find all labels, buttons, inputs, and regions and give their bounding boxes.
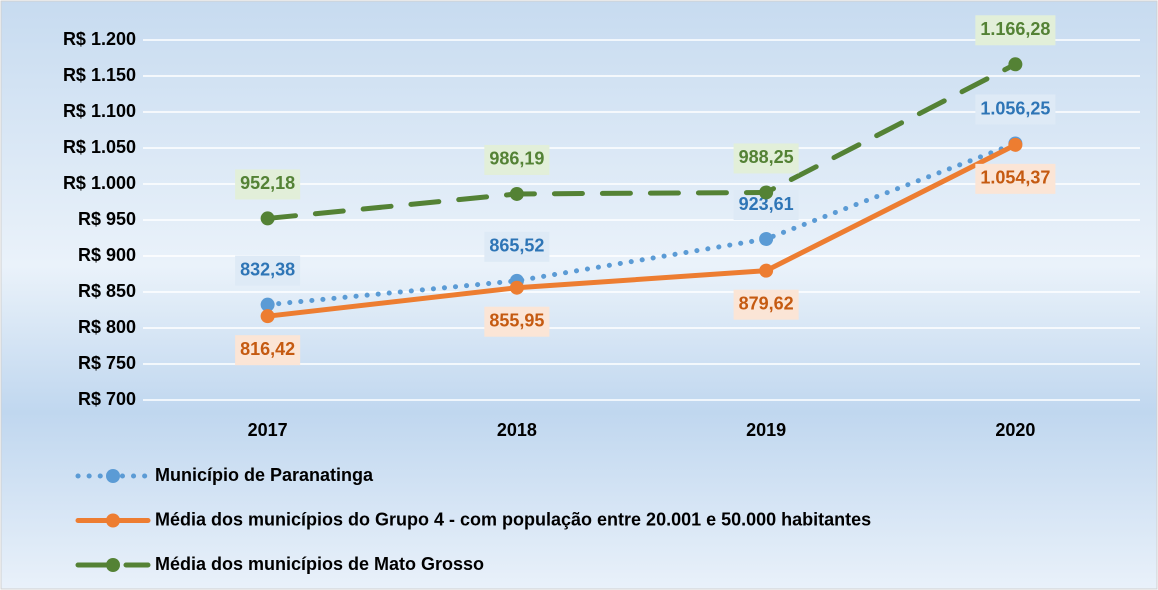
point [509,186,524,201]
data-label: 832,38 [240,259,295,279]
data-label: 923,61 [739,194,794,214]
y-tick-label: R$ 800 [78,317,136,337]
x-tick-label: 2019 [746,420,786,440]
series-line [265,61,1018,221]
point [260,297,275,312]
point [1008,57,1023,72]
point [260,309,275,324]
x-tick-label: 2018 [497,420,537,440]
point [759,263,774,278]
y-tick-label: R$ 850 [78,281,136,301]
data-label: 1.054,37 [980,168,1050,188]
y-tick-label: R$ 1.200 [63,29,136,49]
point [759,232,774,247]
legend-label: Município de Paranatinga [155,465,374,485]
data-label-bg [235,335,301,366]
data-label: 952,18 [240,173,295,193]
legend-marker [106,558,120,572]
y-tick-label: R$ 1.050 [63,137,136,157]
data-label: 855,95 [489,310,544,330]
data-label: 988,25 [739,147,794,167]
data-label-bg [484,231,550,262]
y-tick-label: R$ 1.100 [63,101,136,121]
point [509,280,524,295]
data-label-bg [733,289,799,320]
x-tick-label: 2020 [995,420,1035,440]
data-label: 1.166,28 [980,19,1050,39]
data-label-bg [235,169,301,200]
data-label-bg [235,255,301,286]
data-label-bg [975,15,1056,46]
y-tick-label: R$ 1.000 [63,173,136,193]
x-tick-label: 2017 [248,420,288,440]
data-label: 1.056,25 [980,98,1050,118]
data-label: 986,19 [489,149,544,169]
data-label: 865,52 [489,236,544,256]
data-label: 816,42 [240,339,295,359]
point [759,185,774,200]
series-line [265,142,1018,319]
y-tick-label: R$ 700 [78,389,136,409]
y-tick-label: R$ 900 [78,245,136,265]
data-label: 879,62 [739,293,794,313]
y-tick-label: R$ 950 [78,209,136,229]
series-line [265,141,1018,308]
legend-marker [106,469,120,483]
data-label-bg [733,143,799,174]
legend-label: Média dos municípios de Mato Grosso [155,554,484,574]
data-label-bg [484,306,550,337]
y-tick-label: R$ 750 [78,353,136,373]
data-label-bg [975,163,1056,194]
y-tick-label: R$ 1.150 [63,65,136,85]
point [1008,137,1023,152]
point [260,211,275,226]
data-label-bg [484,144,550,175]
legend-marker [106,513,120,528]
data-label-bg [975,94,1056,125]
legend-label: Média dos municípios do Grupo 4 - com po… [155,509,871,529]
